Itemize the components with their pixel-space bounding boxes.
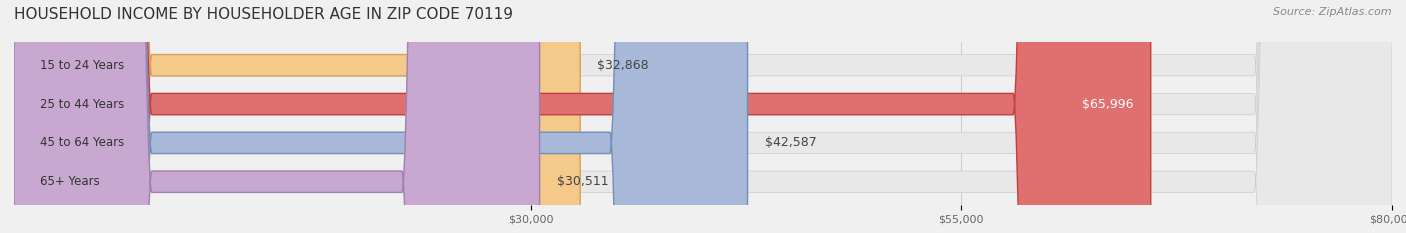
Text: HOUSEHOLD INCOME BY HOUSEHOLDER AGE IN ZIP CODE 70119: HOUSEHOLD INCOME BY HOUSEHOLDER AGE IN Z… <box>14 7 513 22</box>
FancyBboxPatch shape <box>14 0 1392 233</box>
FancyBboxPatch shape <box>14 0 1150 233</box>
FancyBboxPatch shape <box>14 0 1392 233</box>
FancyBboxPatch shape <box>14 0 748 233</box>
Text: Source: ZipAtlas.com: Source: ZipAtlas.com <box>1274 7 1392 17</box>
Text: 65+ Years: 65+ Years <box>39 175 100 188</box>
Text: $32,868: $32,868 <box>598 59 650 72</box>
FancyBboxPatch shape <box>14 0 1392 233</box>
Text: $65,996: $65,996 <box>1083 98 1133 111</box>
FancyBboxPatch shape <box>14 0 540 233</box>
Text: $42,587: $42,587 <box>765 136 817 149</box>
Text: 45 to 64 Years: 45 to 64 Years <box>39 136 124 149</box>
FancyBboxPatch shape <box>14 0 1392 233</box>
Text: 25 to 44 Years: 25 to 44 Years <box>39 98 124 111</box>
Text: 15 to 24 Years: 15 to 24 Years <box>39 59 124 72</box>
Text: $30,511: $30,511 <box>557 175 609 188</box>
FancyBboxPatch shape <box>14 0 581 233</box>
